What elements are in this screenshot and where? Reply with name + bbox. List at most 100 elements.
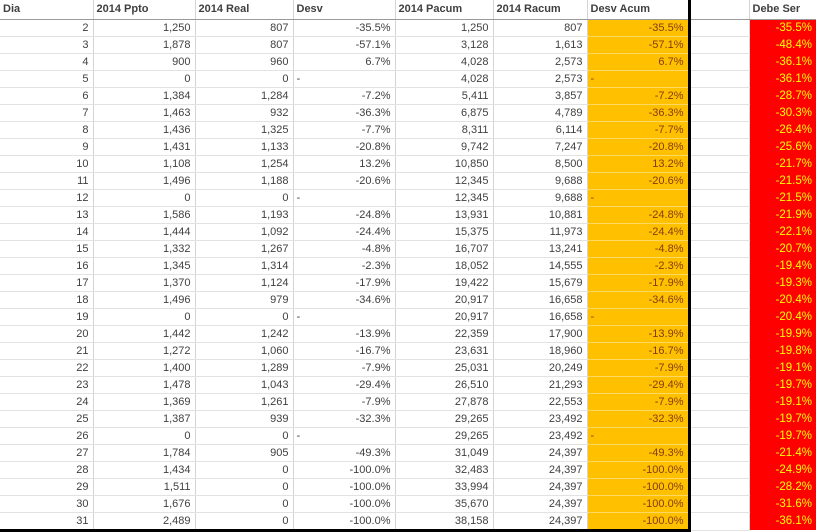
- cell-racum[interactable]: 807: [493, 19, 588, 37]
- cell-desv-acum[interactable]: -57.1%: [587, 36, 691, 54]
- cell-racum[interactable]: 16,658: [493, 308, 588, 326]
- cell-spacer[interactable]: [689, 138, 750, 156]
- cell-spacer[interactable]: [689, 189, 750, 207]
- cell-racum[interactable]: 24,397: [493, 461, 588, 479]
- cell-debe-ser[interactable]: -21.7%: [749, 155, 816, 172]
- column-header-desv[interactable]: Desv: [293, 0, 396, 20]
- cell-debe-ser[interactable]: -22.1%: [749, 223, 816, 240]
- cell-desv-acum[interactable]: -34.6%: [587, 291, 691, 309]
- cell-debe-ser[interactable]: -24.9%: [749, 461, 816, 478]
- cell-desv-acum[interactable]: -: [587, 189, 691, 207]
- cell-racum[interactable]: 17,900: [493, 325, 588, 343]
- cell-real[interactable]: 0: [195, 512, 294, 532]
- cell-desv[interactable]: -34.6%: [293, 291, 396, 309]
- cell-desv-acum[interactable]: -100.0%: [587, 495, 691, 513]
- cell-desv-acum[interactable]: -100.0%: [587, 461, 691, 479]
- cell-real[interactable]: 932: [195, 104, 294, 122]
- cell-debe-ser[interactable]: -36.1%: [749, 53, 816, 70]
- cell-spacer[interactable]: [689, 223, 750, 241]
- cell-ppto[interactable]: 1,345: [93, 257, 196, 275]
- cell-real[interactable]: 1,289: [195, 359, 294, 377]
- cell-pacum[interactable]: 15,375: [395, 223, 494, 241]
- cell-desv-acum[interactable]: -36.3%: [587, 104, 691, 122]
- cell-desv[interactable]: -100.0%: [293, 512, 396, 532]
- cell-racum[interactable]: 1,613: [493, 36, 588, 54]
- cell-debe-ser[interactable]: -21.4%: [749, 444, 816, 461]
- cell-desv-acum[interactable]: -24.8%: [587, 206, 691, 224]
- cell-spacer[interactable]: [689, 495, 750, 513]
- cell-desv-acum[interactable]: -2.3%: [587, 257, 691, 275]
- cell-real[interactable]: 1,124: [195, 274, 294, 292]
- cell-desv-acum[interactable]: -49.3%: [587, 444, 691, 462]
- cell-pacum[interactable]: 29,265: [395, 427, 494, 445]
- cell-real[interactable]: 0: [195, 461, 294, 479]
- cell-pacum[interactable]: 1,250: [395, 19, 494, 37]
- cell-desv[interactable]: -49.3%: [293, 444, 396, 462]
- cell-dia[interactable]: 8: [0, 121, 94, 139]
- cell-real[interactable]: 905: [195, 444, 294, 462]
- cell-desv-acum[interactable]: -7.9%: [587, 359, 691, 377]
- cell-debe-ser[interactable]: -25.6%: [749, 138, 816, 155]
- cell-dia[interactable]: 22: [0, 359, 94, 377]
- cell-ppto[interactable]: 0: [93, 70, 196, 88]
- cell-ppto[interactable]: 1,511: [93, 478, 196, 496]
- cell-desv[interactable]: -24.4%: [293, 223, 396, 241]
- cell-racum[interactable]: 13,241: [493, 240, 588, 258]
- cell-real[interactable]: 939: [195, 410, 294, 428]
- cell-racum[interactable]: 6,114: [493, 121, 588, 139]
- cell-racum[interactable]: 14,555: [493, 257, 588, 275]
- cell-real[interactable]: 0: [195, 478, 294, 496]
- cell-spacer[interactable]: [689, 121, 750, 139]
- cell-dia[interactable]: 6: [0, 87, 94, 105]
- cell-spacer[interactable]: [689, 53, 750, 71]
- cell-spacer[interactable]: [689, 291, 750, 309]
- cell-dia[interactable]: 13: [0, 206, 94, 224]
- cell-desv[interactable]: -36.3%: [293, 104, 396, 122]
- cell-dia[interactable]: 9: [0, 138, 94, 156]
- cell-debe-ser[interactable]: -36.1%: [749, 70, 816, 87]
- cell-pacum[interactable]: 4,028: [395, 53, 494, 71]
- cell-spacer[interactable]: [689, 342, 750, 360]
- cell-dia[interactable]: 11: [0, 172, 94, 190]
- cell-spacer[interactable]: [689, 478, 750, 496]
- cell-desv-acum[interactable]: -: [587, 308, 691, 326]
- cell-dia[interactable]: 26: [0, 427, 94, 445]
- cell-spacer[interactable]: [689, 461, 750, 479]
- cell-real[interactable]: 1,261: [195, 393, 294, 411]
- cell-racum[interactable]: 2,573: [493, 53, 588, 71]
- cell-debe-ser[interactable]: -19.1%: [749, 393, 816, 410]
- cell-desv[interactable]: -35.5%: [293, 19, 396, 37]
- cell-dia[interactable]: 19: [0, 308, 94, 326]
- cell-debe-ser[interactable]: -19.3%: [749, 274, 816, 291]
- cell-debe-ser[interactable]: -21.5%: [749, 189, 816, 206]
- cell-racum[interactable]: 24,397: [493, 478, 588, 496]
- cell-desv-acum[interactable]: 6.7%: [587, 53, 691, 71]
- cell-racum[interactable]: 23,492: [493, 410, 588, 428]
- cell-dia[interactable]: 4: [0, 53, 94, 71]
- cell-dia[interactable]: 31: [0, 512, 94, 532]
- cell-desv[interactable]: -100.0%: [293, 461, 396, 479]
- column-header-dia[interactable]: Dia: [0, 0, 94, 20]
- cell-pacum[interactable]: 20,917: [395, 291, 494, 309]
- cell-debe-ser[interactable]: -31.6%: [749, 495, 816, 512]
- cell-ppto[interactable]: 1,332: [93, 240, 196, 258]
- cell-spacer[interactable]: [689, 155, 750, 173]
- cell-desv[interactable]: -57.1%: [293, 36, 396, 54]
- cell-spacer[interactable]: [689, 19, 750, 37]
- cell-real[interactable]: 1,188: [195, 172, 294, 190]
- cell-dia[interactable]: 28: [0, 461, 94, 479]
- cell-real[interactable]: 1,092: [195, 223, 294, 241]
- cell-desv[interactable]: -20.6%: [293, 172, 396, 190]
- cell-desv-acum[interactable]: -13.9%: [587, 325, 691, 343]
- cell-racum[interactable]: 23,492: [493, 427, 588, 445]
- cell-racum[interactable]: 15,679: [493, 274, 588, 292]
- cell-ppto[interactable]: 1,384: [93, 87, 196, 105]
- cell-pacum[interactable]: 12,345: [395, 172, 494, 190]
- cell-spacer[interactable]: [689, 104, 750, 122]
- cell-debe-ser[interactable]: -19.9%: [749, 325, 816, 342]
- cell-debe-ser[interactable]: -36.1%: [749, 512, 816, 530]
- cell-spacer[interactable]: [689, 308, 750, 326]
- cell-pacum[interactable]: 22,359: [395, 325, 494, 343]
- cell-ppto[interactable]: 1,478: [93, 376, 196, 394]
- cell-debe-ser[interactable]: -20.7%: [749, 240, 816, 257]
